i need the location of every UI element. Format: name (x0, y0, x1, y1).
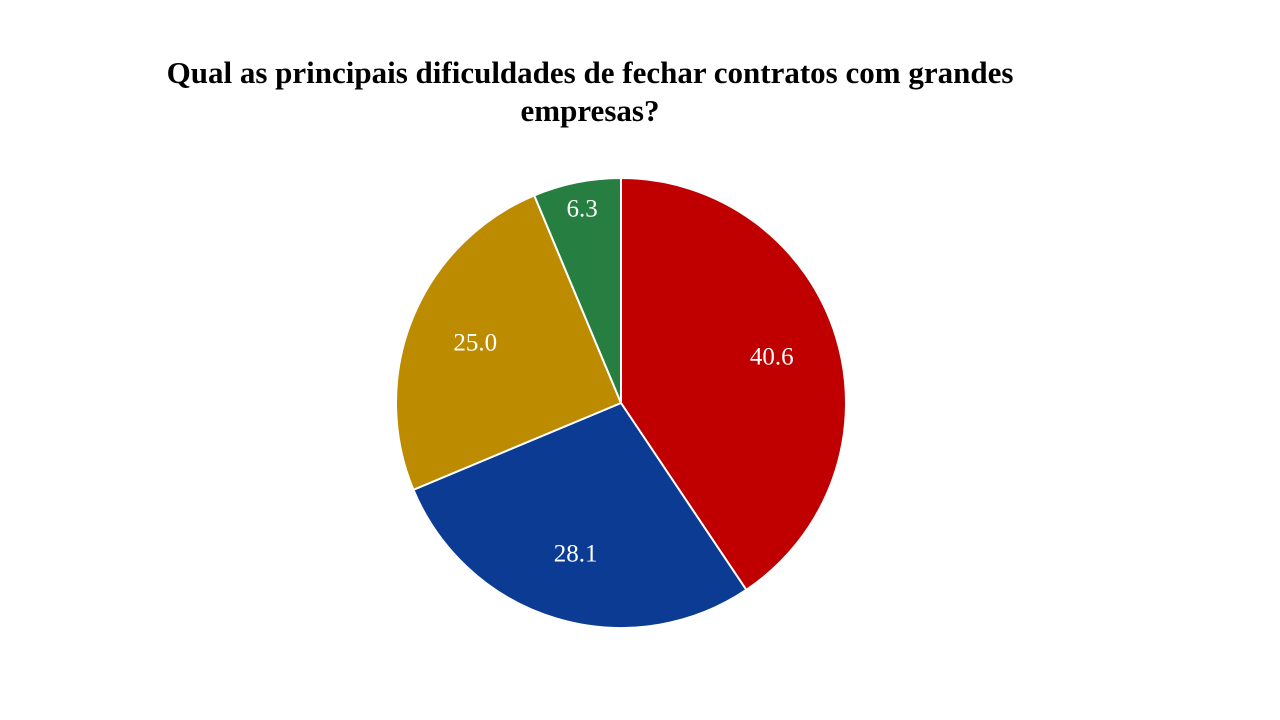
pie-slice-4 (532, 176, 622, 404)
pie-slice-2 (412, 401, 748, 629)
slice-data-label-4: 6.3 (566, 195, 597, 222)
slice-data-label-3: 25.0 (453, 330, 497, 357)
slice-data-label-1: 40.6 (750, 344, 794, 371)
chart-title: Qual as principais dificuldades de fecha… (166, 55, 1014, 128)
pie-data-labels: 40.6 28.1 25.0 6.3 (453, 195, 793, 567)
pie-slices (395, 176, 847, 629)
slice-data-label-2: 28.1 (554, 540, 598, 567)
pie-slice-1 (620, 176, 847, 592)
